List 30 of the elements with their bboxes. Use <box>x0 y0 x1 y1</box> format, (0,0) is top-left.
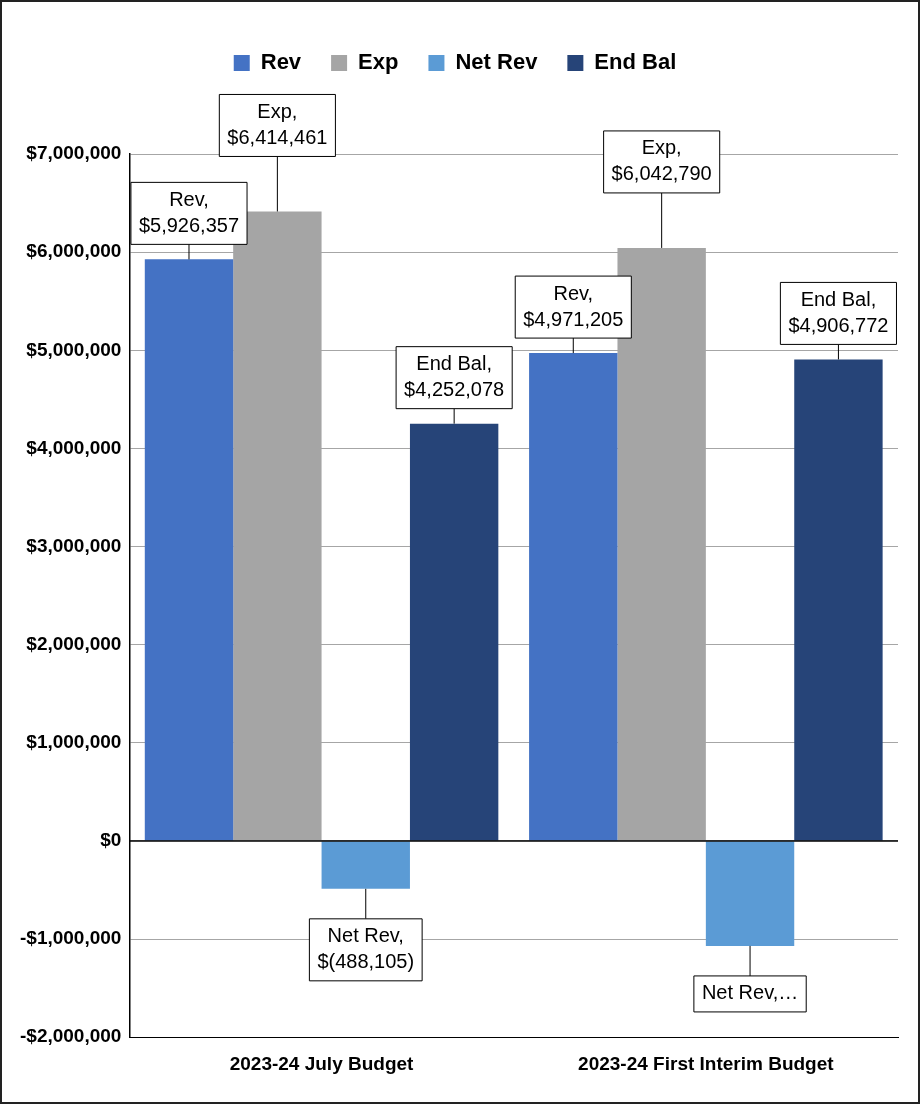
legend-label: End Bal <box>594 49 677 75</box>
y-tick-label: -$2,000,000 <box>20 1025 122 1047</box>
legend-label: Net Rev <box>455 49 539 75</box>
bar <box>144 259 234 841</box>
bar <box>409 423 499 841</box>
y-tick-label: $6,000,000 <box>26 240 122 262</box>
bar <box>794 359 883 841</box>
bar <box>529 353 618 841</box>
bar <box>321 841 410 889</box>
data-label: Rev, $5,926,357 <box>138 187 240 236</box>
y-tick-label: -$1,000,000 <box>20 927 122 949</box>
legend-label: Exp <box>358 49 399 75</box>
data-label: End Bal, $4,252,078 <box>404 352 505 401</box>
x-tick-label: 2023-24 First Interim Budget <box>578 1052 835 1074</box>
bar <box>705 841 795 946</box>
y-tick-label: $1,000,000 <box>26 731 122 753</box>
y-tick-label: $2,000,000 <box>26 632 122 654</box>
legend-label: Rev <box>260 49 302 75</box>
data-label: Exp, $6,042,790 <box>611 136 712 185</box>
y-tick-label: $3,000,000 <box>26 534 122 556</box>
y-tick-label: $7,000,000 <box>26 142 122 164</box>
y-tick-label: $0 <box>100 829 122 851</box>
data-label: Rev, $4,971,205 <box>523 281 624 330</box>
data-label: End Bal, $4,906,772 <box>788 287 889 336</box>
data-label: Net Rev, $(488,105) <box>317 924 415 973</box>
y-tick-label: $4,000,000 <box>26 436 122 458</box>
data-label: Net Rev,… <box>701 981 799 1004</box>
y-tick-label: $5,000,000 <box>26 338 122 360</box>
x-tick-label: 2023-24 July Budget <box>229 1052 415 1074</box>
data-label: Exp, $6,414,461 <box>227 99 328 148</box>
